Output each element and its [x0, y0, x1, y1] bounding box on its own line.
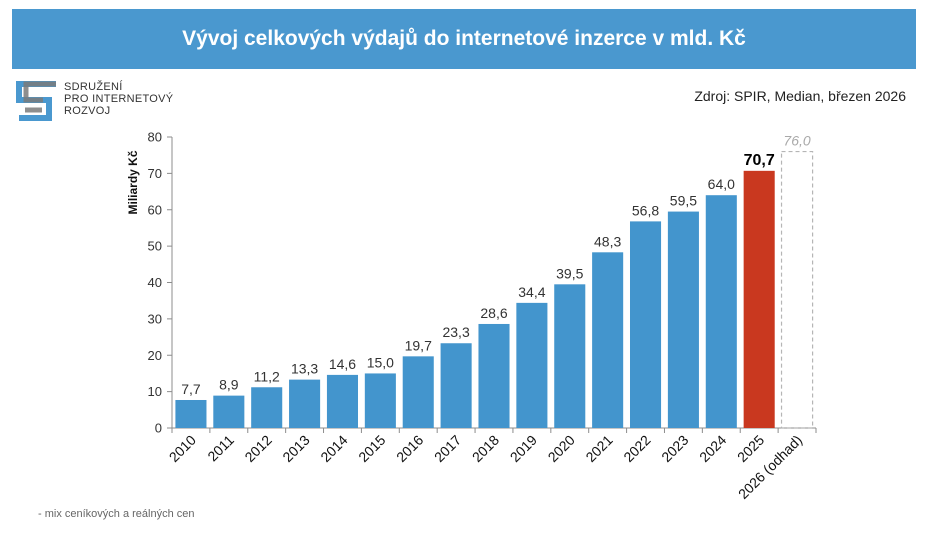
data-label: 8,9: [219, 377, 239, 393]
data-label: 23,3: [442, 324, 469, 340]
bar: [667, 211, 699, 428]
x-tick-label: 2024: [696, 432, 729, 465]
bar: [516, 302, 548, 428]
data-label: 39,5: [556, 265, 583, 281]
data-label: 13,3: [291, 361, 318, 377]
x-tick-label: 2023: [658, 432, 691, 465]
spir-logo-icon: [16, 81, 56, 121]
data-label: 76,0: [783, 133, 810, 149]
spir-logo: SDRUŽENÍ PRO INTERNETOVÝ ROZVOJ: [16, 81, 173, 121]
x-tick-label: 2016: [393, 432, 426, 465]
bar: [629, 221, 662, 428]
data-label: 70,7: [744, 152, 775, 169]
y-tick-label: 20: [148, 348, 162, 363]
x-tick-label: 2011: [204, 432, 237, 465]
bar: [402, 356, 434, 428]
y-tick-label: 30: [148, 311, 162, 326]
y-tick-label: 70: [148, 166, 162, 181]
bar: [175, 399, 207, 428]
x-tick-label: 2020: [545, 432, 578, 465]
y-tick-label: 10: [148, 384, 162, 399]
data-label: 48,3: [594, 233, 621, 249]
bar: [440, 343, 472, 428]
x-tick-label: 2013: [279, 432, 312, 465]
x-tick-label: 2019: [507, 432, 540, 465]
x-tick-label: 2017: [431, 432, 464, 465]
source-note: Zdroj: SPIR, Median, březen 2026: [694, 88, 906, 104]
bar: [213, 395, 245, 428]
footnote: - mix ceníkových a reálných cen: [38, 508, 195, 520]
bar: [251, 387, 283, 428]
logo-line-3: ROZVOJ: [64, 105, 111, 117]
y-tick-label: 40: [148, 275, 162, 290]
x-tick-label: 2010: [166, 432, 199, 465]
data-label: 11,2: [254, 368, 280, 384]
y-axis-title: Miliardy Kč: [126, 150, 140, 214]
bar: [554, 284, 586, 428]
x-tick-label: 2012: [241, 432, 274, 465]
data-label: 7,7: [181, 381, 201, 397]
y-tick-label: 60: [148, 202, 162, 217]
data-label: 59,5: [670, 193, 697, 209]
bar-highlight: [743, 170, 775, 429]
bar: [592, 252, 624, 428]
bar: [326, 374, 359, 428]
title-banner: Vývoj celkových výdajů do internetové in…: [12, 9, 916, 69]
bar: [364, 373, 396, 428]
data-label: 14,6: [329, 356, 356, 372]
data-label: 15,0: [367, 354, 394, 370]
x-tick-label: 2022: [620, 432, 653, 465]
x-tick-label: 2021: [582, 432, 615, 465]
logo-wordmark: SDRUŽENÍ PRO INTERNETOVÝ ROZVOJ: [64, 81, 173, 117]
x-tick-label: 2015: [355, 432, 388, 465]
data-label: 64,0: [708, 176, 735, 192]
chart-title: Vývoj celkových výdajů do internetové in…: [182, 27, 746, 50]
y-tick-label: 50: [148, 239, 162, 254]
data-label: 28,6: [480, 305, 507, 321]
data-label: 56,8: [632, 202, 659, 218]
logo-line-1: SDRUŽENÍ: [64, 81, 123, 93]
bar-estimate: [780, 150, 814, 429]
bar: [705, 195, 737, 428]
bar: [478, 323, 510, 428]
x-tick-label: 2014: [317, 432, 350, 465]
x-tick-label: 2025: [734, 432, 767, 465]
logo-line-2: PRO INTERNETOVÝ: [64, 93, 174, 105]
bar: [289, 379, 321, 428]
x-tick-label: 2018: [469, 432, 502, 465]
y-tick-label: 80: [148, 130, 162, 145]
data-label: 19,7: [405, 337, 432, 353]
y-tick-label: 0: [155, 421, 162, 436]
data-label: 34,4: [518, 284, 545, 300]
